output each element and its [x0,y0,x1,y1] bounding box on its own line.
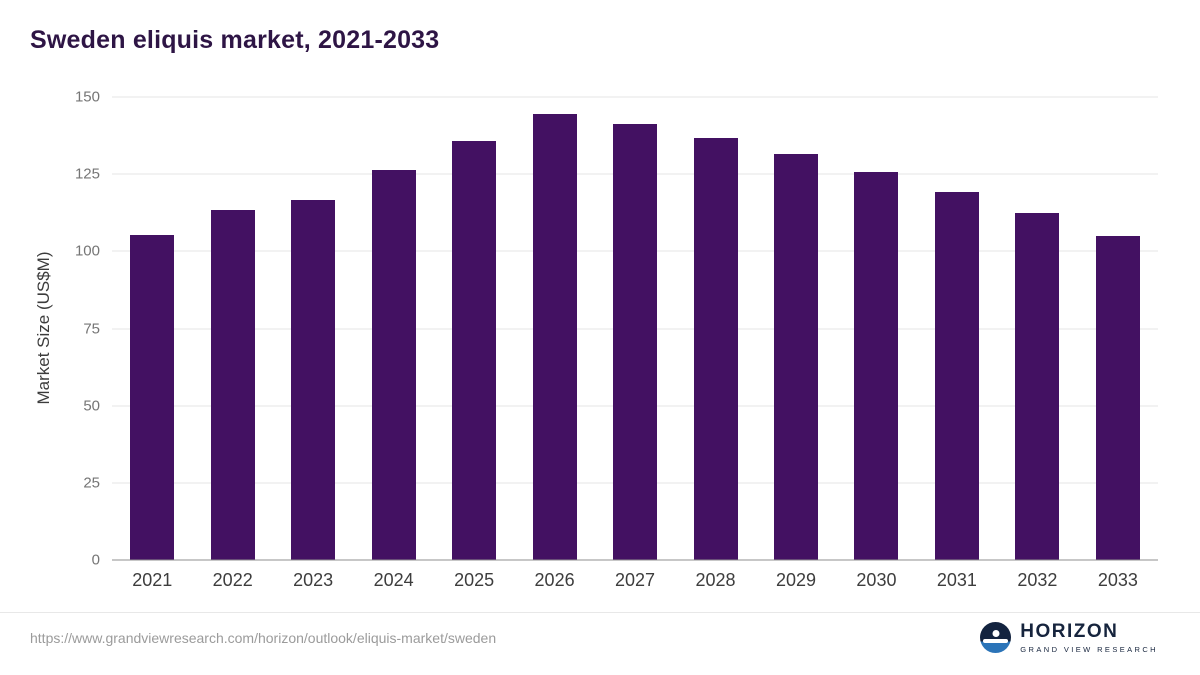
x-tick-label-2029: 2029 [775,570,816,590]
bar-2026 [532,113,577,560]
horizon-logo-icon [980,622,1012,654]
bar-column-2025 [434,97,514,560]
x-tick-label-2030: 2030 [856,570,897,590]
gridline-0 [112,559,1158,561]
bar-column-2029 [756,97,836,560]
x-axis-labels: 2021 2022 2023 2024 2025 2026 2027 2028 2029 2030… [112,570,1158,591]
brand-logo: HORIZON GRAND VIEW RESEARCH [980,621,1158,654]
bar-column-2022 [192,97,272,560]
bar-2023 [291,200,336,560]
x-tick-label-2025: 2025 [454,570,495,590]
bar-2021 [130,235,175,560]
x-tick-label-2031: 2031 [936,570,977,590]
bar-2025 [452,140,497,560]
logo-sun-dot [992,630,1000,638]
x-tick-label-2028: 2028 [695,570,736,590]
bar-column-2030 [836,97,916,560]
bar-column-2028 [675,97,755,560]
logo-text: HORIZON GRAND VIEW RESEARCH [1020,621,1158,654]
bar-column-2032 [997,97,1077,560]
bar-column-2023 [273,97,353,560]
x-tick-label-2026: 2026 [534,570,575,590]
bar-2022 [210,209,255,560]
bar-column-2033 [1078,97,1158,560]
gridline-150 [112,96,1158,98]
x-tick-label-2033: 2033 [1097,570,1138,590]
bars [112,97,1158,560]
y-tick-label-75: 75 [83,320,100,337]
bar-2032 [1015,213,1060,560]
bar-column-2026 [514,97,594,560]
bar-2028 [693,137,738,560]
bar-column-2027 [595,97,675,560]
logo-horizon-band [983,639,1009,643]
x-tick-label-2023: 2023 [293,570,334,590]
y-tick-label-50: 50 [83,397,100,415]
x-tick-label-2032: 2032 [1017,570,1058,590]
y-axis-ticks: 0 25 50 75 100 125 150 [0,89,100,569]
bar-2029 [773,154,818,560]
logo-subtitle: GRAND VIEW RESEARCH [1020,644,1158,654]
bar-2033 [1095,235,1140,560]
y-tick-label-100: 100 [74,242,100,260]
bar-2027 [613,124,658,560]
chart-title: Sweden eliquis market, 2021-2033 [30,26,440,54]
bar-column-2024 [353,97,433,560]
source-url: https://www.grandviewresearch.com/horizo… [30,630,497,646]
y-tick-label-25: 25 [83,474,100,492]
bar-2031 [934,192,979,560]
y-tick-label-150: 150 [74,88,100,106]
plot-area [112,96,1158,561]
bar-column-2021 [112,97,192,560]
bar-2024 [371,170,416,560]
footer-divider [0,612,1200,613]
x-tick-label-2022: 2022 [212,570,253,590]
logo-title: HORIZON [1020,621,1119,642]
x-tick-label-2027: 2027 [615,570,656,590]
x-tick-label-2024: 2024 [373,570,414,590]
bar-column-2031 [917,97,997,560]
y-tick-label-0: 0 [91,551,100,569]
y-tick-label-125: 125 [74,165,100,183]
bar-2030 [854,172,899,560]
x-tick-label-2021: 2021 [132,570,173,590]
